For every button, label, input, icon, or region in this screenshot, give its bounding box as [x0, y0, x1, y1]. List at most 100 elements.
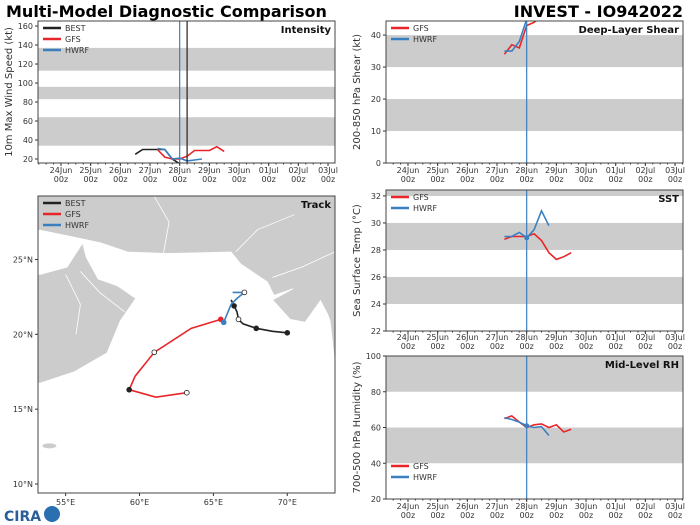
x-tick-label-hour: 00z	[430, 511, 444, 520]
y-axis-label: Sea Surface Temp (°C)	[352, 204, 363, 317]
track-marker-gfs	[151, 349, 158, 356]
x-tick-label-hour: 00z	[579, 511, 593, 520]
map-layer	[38, 196, 335, 449]
y-tick-label: 0	[376, 159, 381, 168]
plot-area	[386, 190, 683, 331]
x-tick-label-day: 25Jun	[426, 333, 449, 342]
data-layer	[504, 190, 572, 331]
x-tick-label-day: 02Jul	[635, 166, 655, 175]
legend-label-gfs: GFS	[413, 462, 429, 471]
y-tick-label: 40	[371, 31, 381, 40]
x-tick-label-hour: 00z	[143, 175, 157, 184]
y-tick-label: 120	[18, 60, 33, 69]
country-border	[235, 214, 295, 253]
axes-frame	[385, 189, 684, 332]
x-tick-label-day: 01Jul	[606, 502, 626, 511]
track-marker-best	[231, 303, 237, 309]
x-tick-label-day: 02Jul	[635, 333, 655, 342]
x-tick-label-day: 27Jun	[486, 502, 509, 511]
land-asia	[38, 196, 335, 369]
legend-label-hwrf: HWRF	[413, 204, 437, 213]
x-tick-label-day: 24Jun	[397, 166, 420, 175]
data-layer	[134, 21, 225, 163]
x-tick-label-day: 29Jun	[198, 166, 221, 175]
panel-intensity: 2040608010012014016024Jun00z25Jun00z26Ju…	[4, 20, 338, 184]
x-tick-label-day: 26Jun	[109, 166, 132, 175]
shading-band	[386, 427, 683, 464]
x-tick-label-day: 25Jun	[79, 166, 102, 175]
track-marker-best	[284, 330, 291, 336]
x-tick-label: 70°E	[278, 498, 297, 507]
x-tick-label-day: 26Jun	[456, 166, 479, 175]
x-tick-label-hour: 00z	[638, 175, 652, 184]
y-tick-label: 40	[23, 136, 33, 145]
x-tick-label-hour: 00z	[460, 511, 474, 520]
panel-track: 55°E 60°E 65°E 70°E 10°N 15°N 20°N 25°N Track BES…	[13, 195, 336, 507]
track-marker-gfs	[126, 386, 132, 393]
x-tick-label-day: 29Jun	[545, 333, 568, 342]
x-tick-label-hour: 00z	[608, 342, 622, 351]
y-tick-label: 20	[23, 155, 33, 164]
cira-logo: CIRA	[4, 506, 60, 525]
x-tick-label-hour: 00z	[579, 342, 593, 351]
country-border	[153, 196, 170, 256]
shading-band	[386, 190, 683, 196]
legend-label-best: BEST	[65, 199, 86, 208]
x-tick-label-day: 25Jun	[426, 166, 449, 175]
logo-text: CIRA	[4, 509, 41, 525]
y-tick-label: 24	[371, 300, 381, 309]
x-tick-label-day: 02Jul	[635, 502, 655, 511]
x-tick-label-hour: 00z	[549, 175, 563, 184]
x-tick-label-hour: 00z	[608, 175, 622, 184]
shading-band	[386, 356, 683, 392]
x-tick-label-day: 01Jul	[606, 166, 626, 175]
x-tick-label-hour: 00z	[430, 175, 444, 184]
track-marker-hwrf	[241, 289, 248, 296]
y-tick-label: 20	[371, 95, 381, 104]
shading-band	[386, 276, 683, 304]
logo-globe	[44, 506, 60, 522]
y-axis-label: 700-500 hPa Humidity (%)	[352, 361, 363, 493]
x-tick-label-day: 26Jun	[456, 502, 479, 511]
y-tick-label: 20°N	[13, 330, 33, 339]
x-tick-label-hour: 00z	[519, 175, 533, 184]
x-tick-label-hour: 00z	[579, 175, 593, 184]
x-tick-label-hour: 00z	[232, 175, 246, 184]
x-tick-label-day: 30Jun	[575, 502, 598, 511]
x-tick-label-day: 30Jun	[228, 166, 251, 175]
y-tick-label: 26	[371, 273, 381, 282]
x-tick-label-day: 28Jun	[168, 166, 191, 175]
series-line-gfs	[156, 145, 225, 160]
x-tick-label-hour: 00z	[668, 342, 682, 351]
panel-title: Intensity	[281, 25, 332, 36]
track-line-hwrf	[222, 291, 247, 323]
x-tick-label-hour: 00z	[608, 511, 622, 520]
legend-label-gfs: GFS	[413, 193, 429, 202]
axes-frame	[37, 20, 336, 164]
x-tick-label-hour: 00z	[490, 511, 504, 520]
track-marker-gfs	[183, 389, 190, 396]
x-tick-label-day: 24Jun	[397, 502, 420, 511]
track-marker-hwrf	[220, 319, 227, 326]
y-tick-label: 100	[366, 352, 381, 361]
x-tick-label-hour: 00z	[401, 175, 415, 184]
y-axis-label: 10m Max Wind Speed (kt)	[4, 27, 15, 157]
x-tick-label-hour: 00z	[549, 342, 563, 351]
y-tick-label: 28	[371, 246, 381, 255]
panel-title: Deep-Layer Shear	[579, 25, 680, 36]
y-tick-label: 40	[371, 459, 381, 468]
panel-sst: 22242628303224Jun00z25Jun00z26Jun00z27Ju…	[352, 189, 685, 351]
x-tick-label-day: 26Jun	[456, 333, 479, 342]
x-tick-label-hour: 00z	[54, 175, 68, 184]
shading-band	[386, 99, 683, 132]
x-tick-label-day: 02Jul	[288, 166, 308, 175]
y-tick-label: 25°N	[13, 255, 33, 264]
track-marker-best	[253, 325, 260, 332]
x-tick-label-day: 24Jun	[50, 166, 73, 175]
x-tick-label-hour: 00z	[668, 175, 682, 184]
country-border	[80, 271, 125, 313]
axes-frame	[385, 20, 684, 164]
x-tick-label-day: 29Jun	[545, 166, 568, 175]
series-line-gfs	[504, 414, 572, 433]
track-marker-best	[235, 316, 242, 323]
